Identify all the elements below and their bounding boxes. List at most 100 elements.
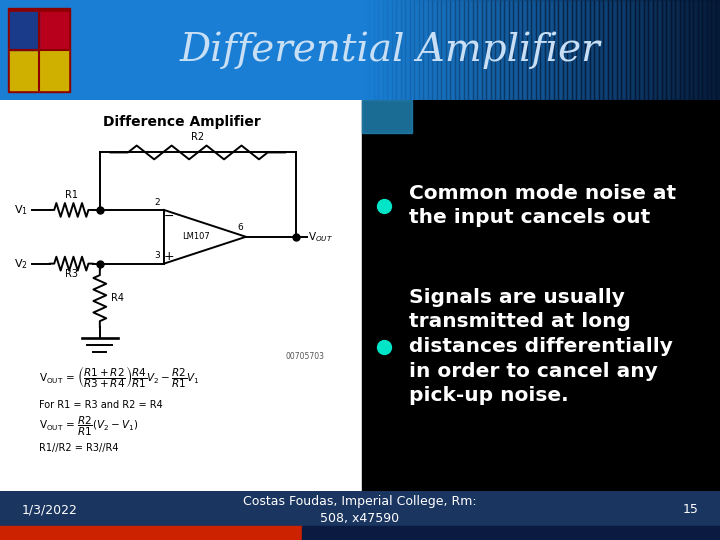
Bar	[362, 100, 720, 491]
Bar	[396, 0, 400, 100]
Bar	[688, 0, 693, 100]
Bar	[414, 0, 418, 100]
Bar	[576, 0, 580, 100]
Bar	[590, 0, 594, 100]
Bar	[450, 0, 454, 100]
Text: Differential Amplifier: Differential Amplifier	[179, 31, 600, 69]
Bar	[464, 0, 468, 100]
Bar	[644, 0, 648, 100]
Bar	[454, 0, 459, 100]
Bar	[648, 0, 652, 100]
Bar	[387, 0, 392, 100]
Bar	[544, 0, 549, 100]
Bar	[490, 0, 495, 100]
Bar	[616, 0, 621, 100]
Bar	[436, 0, 441, 100]
Bar	[702, 0, 706, 100]
Bar	[662, 0, 666, 100]
Bar	[369, 0, 374, 100]
Bar	[585, 0, 590, 100]
Text: 2: 2	[154, 198, 160, 207]
Text: V$_1$: V$_1$	[14, 203, 28, 217]
Text: R2: R2	[192, 132, 204, 142]
Bar	[428, 0, 432, 100]
Bar	[362, 100, 412, 133]
Text: Difference Amplifier: Difference Amplifier	[103, 115, 261, 129]
Text: +: +	[164, 250, 175, 263]
Bar	[639, 0, 644, 100]
Text: 15: 15	[683, 503, 698, 516]
Bar	[459, 0, 464, 100]
Text: Signals are usually
transmitted at long
distances differentially
in order to can: Signals are usually transmitted at long …	[409, 288, 672, 406]
Bar	[634, 0, 639, 100]
Bar	[526, 0, 531, 100]
Bar	[594, 0, 598, 100]
Text: R3: R3	[65, 269, 78, 279]
Bar	[382, 0, 387, 100]
Text: R4: R4	[111, 293, 124, 303]
Bar	[608, 0, 612, 100]
Bar	[540, 0, 544, 100]
Bar	[657, 0, 662, 100]
Bar	[432, 0, 436, 100]
Bar	[562, 0, 567, 100]
Bar	[10, 50, 68, 90]
Bar	[495, 0, 500, 100]
Bar	[603, 0, 608, 100]
Text: $\mathrm{V_{OUT}}$ = $\dfrac{R2}{R1}(V_2 - V_1)$: $\mathrm{V_{OUT}}$ = $\dfrac{R2}{R1}(V_2…	[40, 415, 138, 438]
Bar	[536, 0, 540, 100]
Bar	[626, 0, 630, 100]
Bar	[675, 0, 680, 100]
Text: R1//R2 = R3//R4: R1//R2 = R3//R4	[40, 443, 119, 453]
Bar	[10, 12, 39, 50]
Bar	[558, 0, 562, 100]
Bar	[572, 0, 576, 100]
Bar	[630, 0, 634, 100]
Bar	[698, 0, 702, 100]
Bar	[711, 0, 716, 100]
Text: $\mathrm{V_{OUT}}$ = $\left(\dfrac{R1+R2}{R3+R4}\right)\dfrac{R4}{R1}V_2 - \dfra: $\mathrm{V_{OUT}}$ = $\left(\dfrac{R1+R2…	[40, 364, 199, 390]
Bar	[472, 0, 477, 100]
Bar	[364, 0, 369, 100]
Bar	[549, 0, 554, 100]
Text: Costas Foudas, Imperial College, Rm:
508, x47590: Costas Foudas, Imperial College, Rm: 508…	[243, 495, 477, 525]
Bar	[0, 526, 302, 540]
Bar	[693, 0, 698, 100]
Bar	[374, 0, 378, 100]
Bar	[666, 0, 670, 100]
Bar	[441, 0, 446, 100]
Bar	[486, 0, 490, 100]
Text: 6: 6	[238, 222, 243, 232]
Bar	[670, 0, 675, 100]
Bar	[508, 0, 513, 100]
Text: For R1 = R3 and R2 = R4: For R1 = R3 and R2 = R4	[40, 401, 163, 410]
Bar	[621, 0, 626, 100]
Bar	[531, 0, 536, 100]
Text: V$_{OUT}$: V$_{OUT}$	[308, 230, 333, 244]
Bar	[302, 526, 720, 540]
Bar	[360, 0, 364, 100]
Bar	[716, 0, 720, 100]
Text: R1: R1	[65, 190, 78, 200]
Text: 00705703: 00705703	[285, 353, 324, 361]
Bar	[10, 12, 39, 50]
Bar	[446, 0, 450, 100]
Bar	[39, 12, 68, 50]
Bar	[504, 0, 508, 100]
Bar	[706, 0, 711, 100]
Bar	[477, 0, 482, 100]
Text: −: −	[164, 211, 174, 224]
Bar	[8, 8, 70, 92]
Bar	[418, 0, 423, 100]
Bar	[0, 491, 720, 528]
Bar	[612, 0, 616, 100]
Bar	[580, 0, 585, 100]
Bar	[405, 0, 410, 100]
Bar	[378, 0, 382, 100]
Bar	[500, 0, 504, 100]
Bar	[392, 0, 396, 100]
Text: LM107: LM107	[182, 232, 210, 241]
Bar	[518, 0, 522, 100]
Bar	[598, 0, 603, 100]
Bar	[554, 0, 558, 100]
